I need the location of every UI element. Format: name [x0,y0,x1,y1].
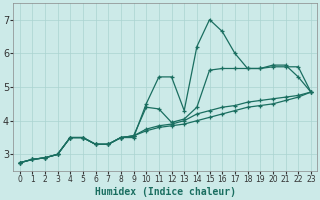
X-axis label: Humidex (Indice chaleur): Humidex (Indice chaleur) [95,187,236,197]
